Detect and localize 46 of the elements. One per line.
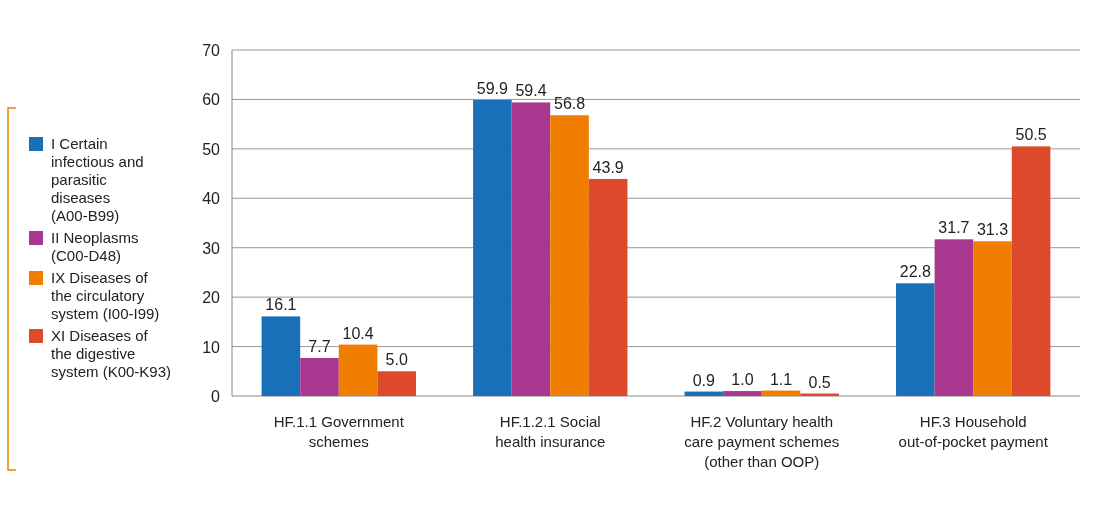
legend-label: IX Diseases of the circulatory system (I00-I99) — [51, 269, 160, 322]
y-tick-label: 30 — [202, 239, 221, 257]
bar — [896, 283, 935, 396]
data-label: 31.3 — [976, 221, 1009, 239]
bar — [588, 179, 628, 396]
x-tick-label: HF.1.1 Government schemes — [273, 413, 405, 450]
bar — [377, 371, 416, 396]
data-label: 7.7 — [308, 337, 331, 355]
data-label: 22.8 — [899, 263, 931, 281]
x-tick-label: HF.1.2.1 Social health insurance — [495, 413, 606, 450]
bar — [473, 99, 512, 396]
data-label: 31.7 — [938, 219, 970, 237]
y-tick-label: 70 — [202, 42, 221, 59]
bar — [973, 241, 1012, 396]
bar — [511, 102, 551, 396]
data-label: 1.0 — [731, 371, 754, 389]
x-tick-label: HF.2 Voluntary health care payment schemes (other than OOP) — [684, 413, 840, 470]
y-tick-label: 0 — [211, 388, 221, 405]
y-tick-label: 50 — [202, 140, 221, 158]
data-label: 1.1 — [769, 370, 793, 388]
bar — [723, 391, 762, 396]
data-label: 56.8 — [553, 95, 586, 113]
legend-label: XI Diseases of the digestive system (K00-K93) — [51, 327, 172, 380]
bar — [338, 344, 378, 396]
data-label: 10.4 — [342, 324, 374, 342]
bar — [934, 239, 974, 396]
data-label: 0.5 — [808, 373, 831, 391]
data-label: 59.4 — [515, 82, 547, 100]
bar — [1011, 146, 1051, 396]
data-label: 16.1 — [265, 296, 297, 314]
legend-label: II Neoplasms (C00-D48) — [51, 229, 139, 264]
data-label: 43.9 — [592, 159, 624, 177]
bar — [550, 115, 589, 396]
y-tick-label: 60 — [202, 91, 221, 109]
y-tick-label: 20 — [202, 289, 221, 307]
bar — [761, 390, 801, 396]
bar — [261, 316, 301, 396]
data-label: 5.0 — [385, 351, 408, 369]
y-tick-label: 10 — [202, 338, 221, 356]
data-label: 59.9 — [476, 79, 509, 97]
bar — [300, 357, 339, 396]
legend-label: I Certain infectious and parasitic diseases (A00-B99) — [51, 135, 144, 224]
data-label: 0.9 — [692, 371, 716, 389]
data-label: 50.5 — [1015, 126, 1047, 144]
y-tick-label: 40 — [202, 190, 221, 208]
x-tick-label: HF.3 Household out-of-pocket payment — [898, 413, 1049, 450]
